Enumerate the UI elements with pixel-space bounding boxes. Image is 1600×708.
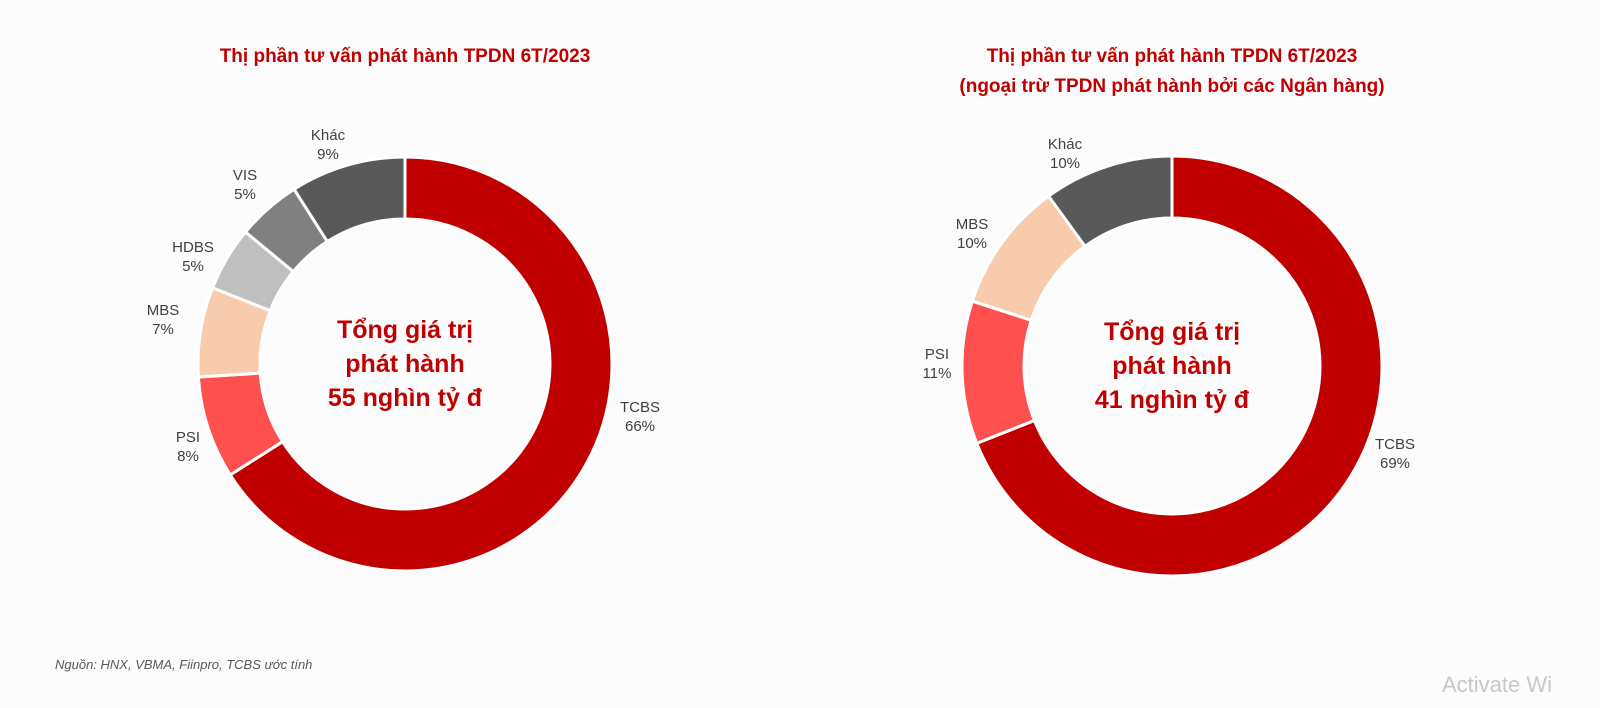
chart2-center-text: Tổng giá trị	[1104, 318, 1240, 346]
chart2-label-value: 10%	[957, 235, 987, 252]
chart1-title: Thị phần tư vấn phát hành TPDN 6T/2023	[219, 46, 591, 67]
chart1-label-category: TCBS	[620, 399, 660, 416]
chart2-label-value: 11%	[923, 365, 952, 382]
chart2-subtitle: (ngoại trừ TPDN phát hành bởi các Ngân h…	[959, 76, 1385, 97]
chart2-label-category: Khác	[1048, 136, 1083, 153]
chart1-label-category: VIS	[233, 167, 257, 184]
chart2-label-category: TCBS	[1375, 436, 1415, 453]
chart2-label-value: 10%	[1050, 155, 1080, 172]
chart2-label-category: PSI	[925, 346, 949, 363]
chart2-slice-khác	[1046, 154, 1174, 249]
chart1-label-value: 66%	[625, 418, 655, 435]
chart1-slice-tcbs	[228, 155, 614, 573]
chart2-label-value: 69%	[1380, 455, 1410, 472]
source-note: Nguồn: HNX, VBMA, Fiinpro, TCBS ước tính	[55, 657, 313, 672]
chart1-label-value: 7%	[152, 321, 174, 338]
chart1-label-value: 5%	[182, 258, 204, 275]
chart1-label-category: Khác	[311, 127, 346, 144]
chart2-label-category: MBS	[956, 216, 989, 233]
activate-windows-watermark: Activate Wi	[1442, 672, 1553, 697]
chart1-slice-khác	[292, 155, 407, 244]
chart1-label-value: 5%	[234, 186, 256, 203]
chart1-label-category: HDBS	[172, 239, 214, 256]
chart1-label-category: MBS	[147, 302, 180, 319]
chart2-slice-psi	[960, 299, 1037, 446]
chart1-label-value: 8%	[177, 448, 199, 465]
chart2-center-text: 41 nghìn tỷ đ	[1095, 386, 1250, 414]
chart1-center-text: Tổng giá trị	[337, 316, 473, 344]
chart1-center-text: 55 nghìn tỷ đ	[328, 384, 483, 412]
chart2-center-text: phát hành	[1112, 352, 1231, 380]
chart2-title: Thị phần tư vấn phát hành TPDN 6T/2023	[986, 46, 1358, 67]
chart2-slice-tcbs	[974, 154, 1384, 578]
chart1-label-value: 9%	[317, 146, 339, 163]
chart1-center-text: phát hành	[345, 350, 464, 378]
chart1-label-category: PSI	[176, 429, 200, 446]
